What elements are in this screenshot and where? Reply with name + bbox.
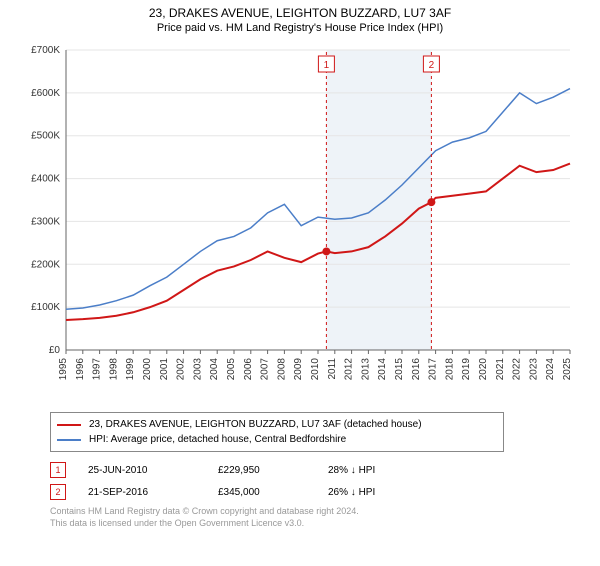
svg-text:£0: £0 — [49, 345, 61, 356]
sale-row: 2 21-SEP-2016 £345,000 26% ↓ HPI — [50, 484, 600, 500]
sale-date: 21-SEP-2016 — [88, 487, 218, 498]
svg-text:2007: 2007 — [260, 358, 271, 381]
attribution-line: This data is licensed under the Open Gov… — [50, 518, 600, 530]
svg-text:2012: 2012 — [344, 358, 355, 381]
svg-text:2001: 2001 — [159, 358, 170, 381]
svg-text:£600K: £600K — [31, 88, 60, 99]
svg-text:2013: 2013 — [360, 358, 371, 381]
sale-date: 25-JUN-2010 — [88, 465, 218, 476]
svg-text:2025: 2025 — [562, 358, 573, 381]
line-chart: £0 £100K £200K £300K £400K £500K £600K £700K 199… — [20, 40, 580, 400]
sale-diff: 28% ↓ HPI — [328, 465, 375, 476]
sale-price: £345,000 — [218, 487, 328, 498]
svg-text:2024: 2024 — [545, 358, 556, 381]
sales-list: 1 25-JUN-2010 £229,950 28% ↓ HPI 2 21-SE… — [50, 462, 600, 500]
svg-text:2: 2 — [429, 60, 435, 71]
svg-text:2008: 2008 — [276, 358, 287, 381]
svg-text:2006: 2006 — [243, 358, 254, 381]
svg-text:2016: 2016 — [411, 358, 422, 381]
svg-text:2020: 2020 — [478, 358, 489, 381]
svg-text:1995: 1995 — [58, 358, 69, 381]
svg-text:1999: 1999 — [125, 358, 136, 381]
svg-text:2003: 2003 — [192, 358, 203, 381]
svg-text:2015: 2015 — [394, 358, 405, 381]
sale-marker-2: 2 — [50, 484, 66, 500]
svg-text:2011: 2011 — [327, 358, 338, 380]
sale-price: £229,950 — [218, 465, 328, 476]
svg-text:1998: 1998 — [108, 358, 119, 381]
svg-text:2004: 2004 — [209, 358, 220, 381]
svg-text:1997: 1997 — [92, 358, 103, 381]
legend-item-hpi: HPI: Average price, detached house, Cent… — [57, 432, 497, 447]
svg-text:2002: 2002 — [176, 358, 187, 381]
svg-text:2019: 2019 — [461, 358, 472, 381]
sale-row: 1 25-JUN-2010 £229,950 28% ↓ HPI — [50, 462, 600, 478]
svg-text:2005: 2005 — [226, 358, 237, 381]
svg-text:2022: 2022 — [512, 358, 523, 381]
legend-swatch-property — [57, 424, 81, 426]
sale-diff: 26% ↓ HPI — [328, 487, 375, 498]
svg-text:2023: 2023 — [528, 358, 539, 381]
legend-label-property: 23, DRAKES AVENUE, LEIGHTON BUZZARD, LU7… — [89, 417, 422, 432]
svg-text:2014: 2014 — [377, 358, 388, 381]
legend-label-hpi: HPI: Average price, detached house, Cent… — [89, 432, 346, 447]
svg-text:1996: 1996 — [75, 358, 86, 381]
svg-text:2021: 2021 — [495, 358, 506, 381]
svg-text:£400K: £400K — [31, 174, 60, 185]
svg-text:1: 1 — [324, 60, 330, 71]
svg-text:£300K: £300K — [31, 216, 60, 227]
attribution: Contains HM Land Registry data © Crown c… — [50, 506, 600, 529]
svg-text:2018: 2018 — [444, 358, 455, 381]
attribution-line: Contains HM Land Registry data © Crown c… — [50, 506, 600, 518]
legend-swatch-hpi — [57, 439, 81, 441]
chart-area: £0 £100K £200K £300K £400K £500K £600K £700K 199… — [20, 40, 580, 400]
svg-text:2000: 2000 — [142, 358, 153, 381]
svg-text:2017: 2017 — [428, 358, 439, 381]
sale-marker-1: 1 — [50, 462, 66, 478]
legend: 23, DRAKES AVENUE, LEIGHTON BUZZARD, LU7… — [50, 412, 504, 452]
svg-text:£500K: £500K — [31, 131, 60, 142]
chart-subtitle: Price paid vs. HM Land Registry's House … — [0, 22, 600, 34]
svg-text:2010: 2010 — [310, 358, 321, 381]
legend-item-property: 23, DRAKES AVENUE, LEIGHTON BUZZARD, LU7… — [57, 417, 497, 432]
svg-text:2009: 2009 — [293, 358, 304, 381]
svg-text:£200K: £200K — [31, 259, 60, 270]
svg-text:£100K: £100K — [31, 302, 60, 313]
svg-text:£700K: £700K — [31, 45, 60, 56]
chart-title: 23, DRAKES AVENUE, LEIGHTON BUZZARD, LU7… — [0, 6, 600, 20]
